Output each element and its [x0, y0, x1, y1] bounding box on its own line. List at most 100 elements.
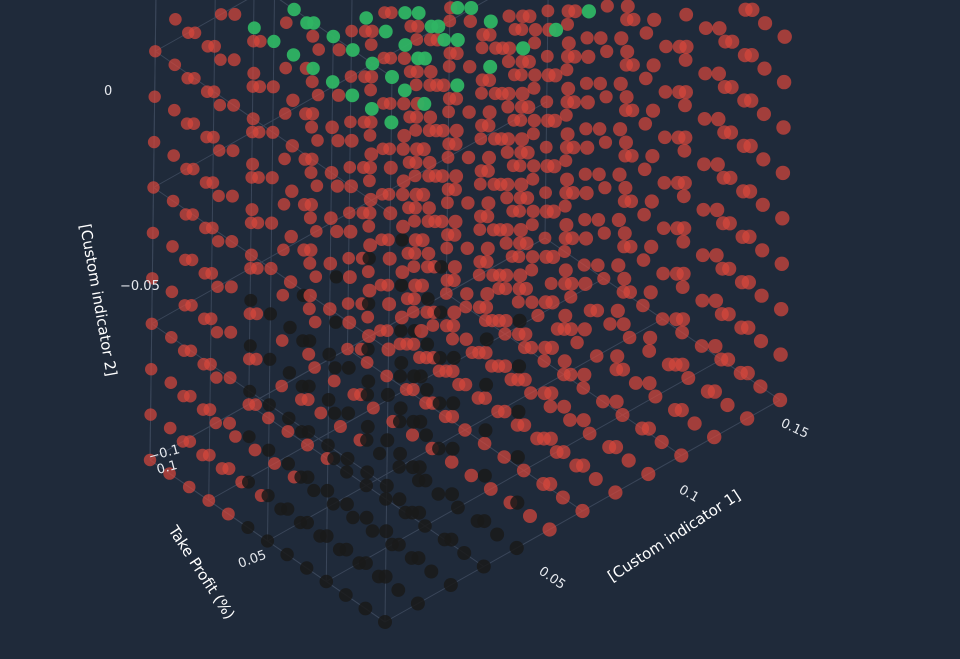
- data-point-unprofitable: [559, 154, 573, 168]
- data-point-unprofitable: [776, 74, 792, 90]
- data-point-unprofitable: [710, 157, 725, 172]
- data-point-unprofitable: [616, 362, 631, 377]
- data-point-unprofitable: [410, 33, 424, 46]
- data-point-unprofitable: [343, 161, 357, 174]
- data-point-unprofitable: [168, 103, 181, 117]
- data-point-no-trades: [307, 483, 321, 498]
- data-point-no-trades: [444, 532, 459, 547]
- data-point-unprofitable: [556, 445, 571, 460]
- data-point-unprofitable: [212, 235, 225, 248]
- data-point-no-trades: [445, 487, 459, 502]
- data-point-unprofitable: [696, 202, 711, 217]
- data-point-unprofitable: [592, 122, 607, 136]
- data-point-unprofitable: [185, 299, 198, 312]
- data-point-unprofitable: [678, 98, 692, 113]
- x-axis-title: [Custom indicator 1]: [604, 486, 743, 585]
- data-point-unprofitable: [382, 297, 397, 312]
- data-point-unprofitable: [712, 21, 727, 36]
- data-point-no-trades: [244, 293, 258, 307]
- data-point-no-trades: [340, 465, 354, 479]
- data-point-no-trades: [392, 492, 407, 507]
- data-point-unprofitable: [462, 105, 476, 119]
- data-point-unprofitable: [513, 268, 528, 283]
- data-point-unprofitable: [482, 105, 497, 120]
- data-point-unprofitable: [279, 61, 293, 75]
- data-point-unprofitable: [596, 394, 610, 409]
- data-point-unprofitable: [543, 477, 558, 492]
- data-point-unprofitable: [445, 409, 460, 424]
- data-point-unprofitable: [527, 81, 541, 95]
- data-point-unprofitable: [146, 226, 160, 240]
- data-point-no-trades: [490, 527, 505, 542]
- data-point-unprofitable: [501, 132, 516, 146]
- data-point-no-trades: [433, 351, 447, 365]
- data-point-no-trades: [411, 551, 426, 566]
- data-point-unprofitable: [519, 236, 534, 251]
- data-point-unprofitable: [147, 181, 160, 194]
- data-point-unprofitable: [227, 53, 241, 67]
- data-point-unprofitable: [518, 372, 532, 387]
- data-point-unprofitable: [516, 463, 531, 478]
- data-point-unprofitable: [643, 330, 658, 345]
- data-point-unprofitable: [618, 180, 633, 195]
- data-point-unprofitable: [740, 365, 755, 381]
- data-point-unprofitable: [624, 194, 639, 209]
- data-point-unprofitable: [223, 416, 236, 430]
- data-point-unprofitable: [449, 91, 464, 106]
- data-point-unprofitable: [149, 45, 162, 58]
- data-point-unprofitable: [283, 275, 298, 289]
- data-point-unprofitable: [436, 123, 450, 138]
- data-point-unprofitable: [561, 36, 576, 51]
- data-point-unprofitable: [407, 292, 421, 306]
- data-point-unprofitable: [745, 2, 760, 17]
- data-point-unprofitable: [145, 317, 158, 330]
- data-point-unprofitable: [250, 307, 264, 321]
- data-point-unprofitable: [724, 80, 739, 95]
- data-point-unprofitable: [678, 85, 694, 100]
- data-point-unprofitable: [304, 166, 318, 179]
- data-point-unprofitable: [594, 31, 608, 45]
- data-point-unprofitable: [637, 162, 652, 177]
- data-point-unprofitable: [593, 76, 607, 91]
- data-point-no-trades: [282, 366, 297, 380]
- data-point-profitable: [464, 1, 479, 15]
- data-point-no-trades: [341, 361, 356, 375]
- data-point-unprofitable: [721, 307, 736, 322]
- data-point-unprofitable: [182, 480, 196, 494]
- data-point-no-trades: [421, 292, 435, 306]
- data-point-unprofitable: [610, 303, 625, 318]
- data-point-unprofitable: [185, 253, 199, 267]
- data-point-unprofitable: [707, 384, 722, 399]
- data-point-no-trades: [379, 492, 393, 506]
- data-point-unprofitable: [525, 218, 539, 232]
- data-point-no-trades: [373, 446, 387, 461]
- data-point-unprofitable: [383, 206, 398, 221]
- data-point-unprofitable: [711, 66, 726, 81]
- data-point-unprofitable: [364, 70, 379, 84]
- data-point-unprofitable: [426, 319, 440, 332]
- data-point-unprofitable: [309, 270, 323, 284]
- data-point-unprofitable: [658, 130, 672, 145]
- data-point-no-trades: [510, 450, 525, 465]
- data-point-unprofitable: [463, 59, 477, 74]
- data-point-no-trades: [262, 443, 276, 457]
- data-point-unprofitable: [361, 310, 375, 324]
- data-point-unprofitable: [744, 93, 759, 108]
- data-point-unprofitable: [512, 250, 526, 264]
- data-point-unprofitable: [524, 386, 538, 400]
- data-point-unprofitable: [560, 127, 575, 142]
- data-point-unprofitable: [603, 317, 617, 331]
- data-point-unprofitable: [617, 226, 632, 241]
- data-point-unprofitable: [409, 123, 423, 137]
- data-point-unprofitable: [447, 305, 462, 320]
- data-point-unprofitable: [409, 78, 423, 92]
- data-point-unprofitable: [210, 371, 223, 384]
- data-point-unprofitable: [620, 44, 635, 59]
- data-point-unprofitable: [641, 421, 657, 436]
- data-point-unprofitable: [410, 65, 424, 79]
- data-point-unprofitable: [678, 130, 693, 145]
- data-point-unprofitable: [440, 241, 454, 255]
- data-point-unprofitable: [382, 187, 396, 201]
- data-point-unprofitable: [251, 216, 265, 230]
